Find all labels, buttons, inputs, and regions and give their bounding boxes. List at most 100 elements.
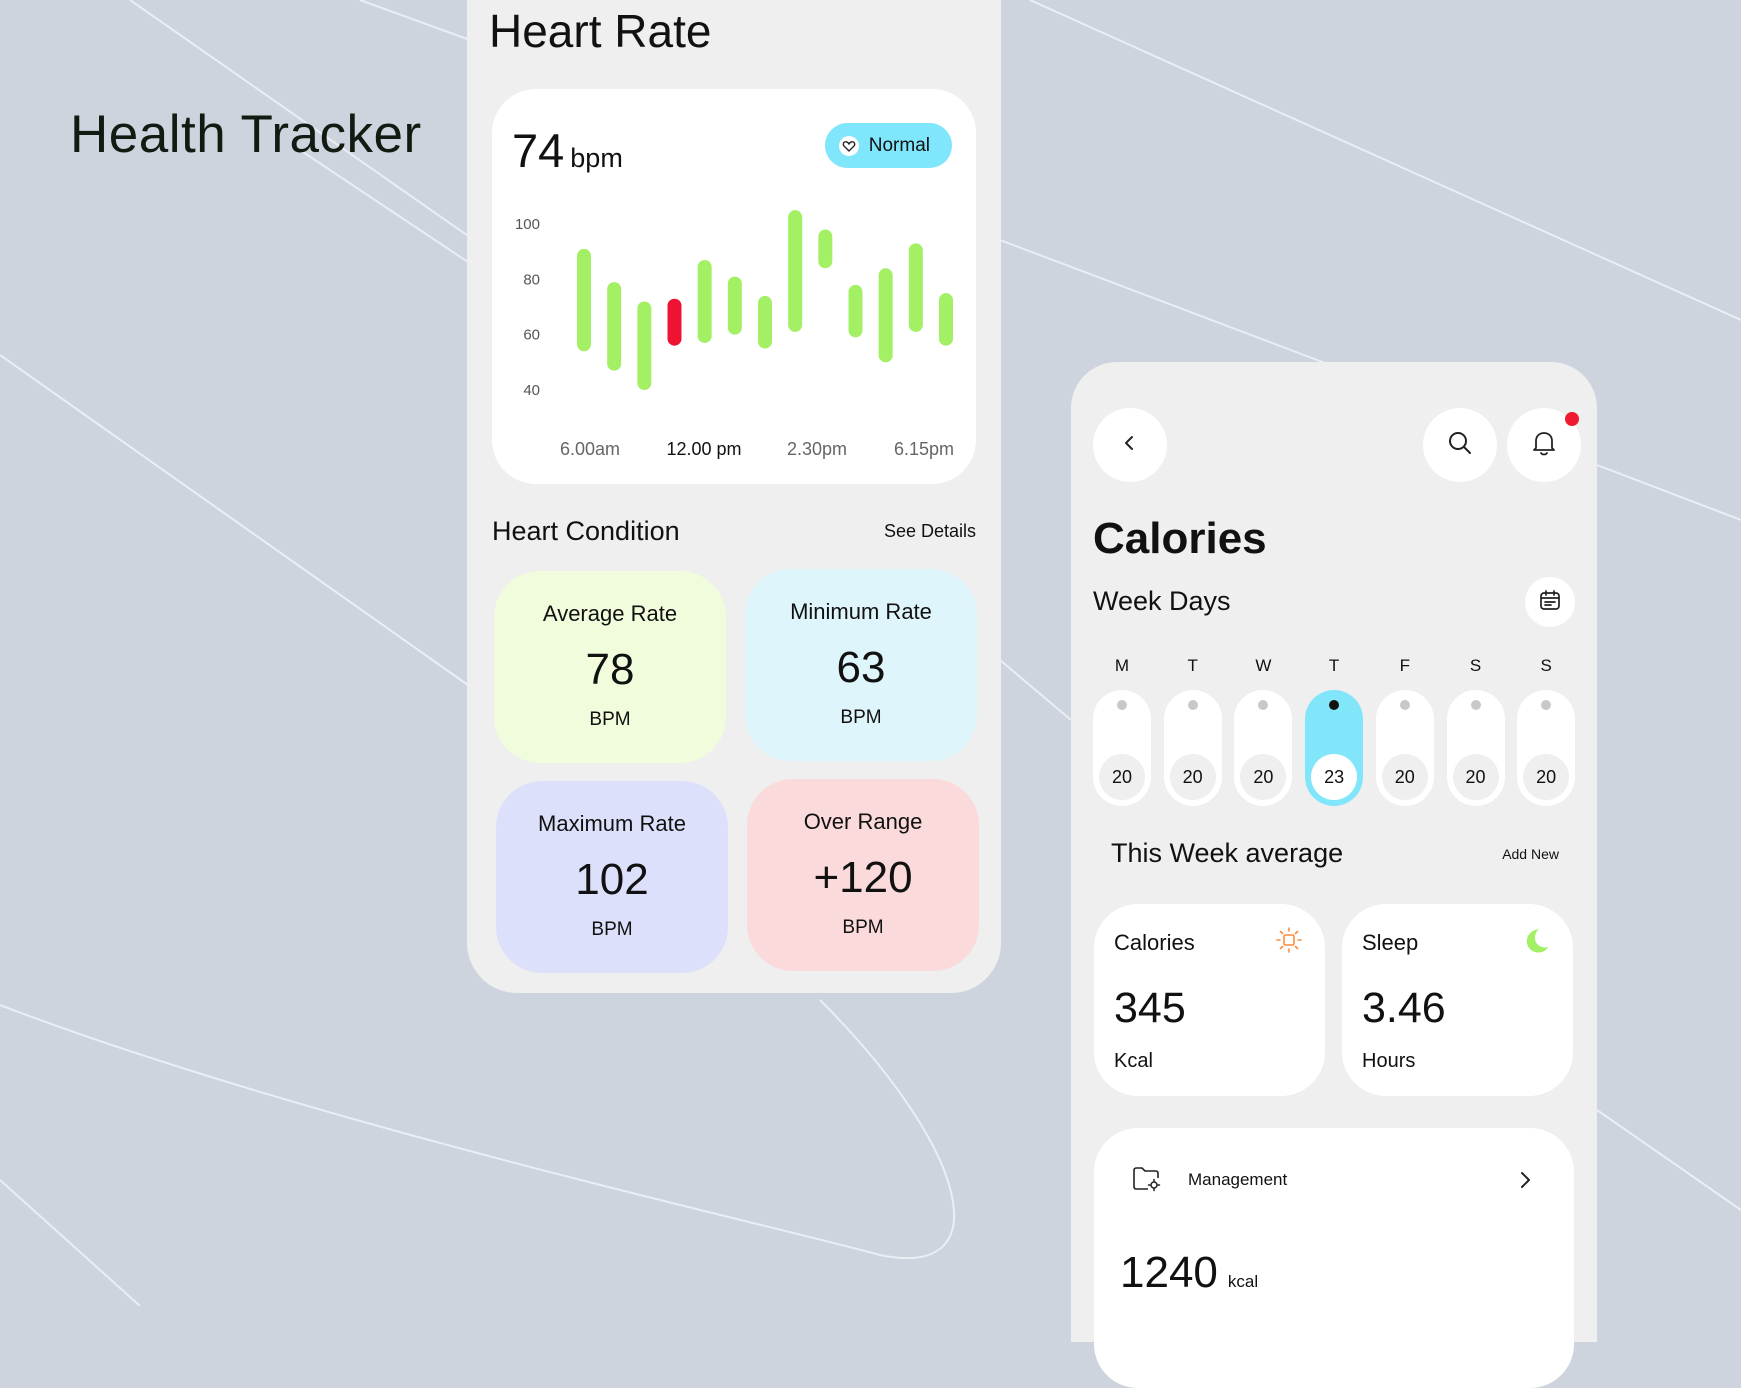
search-icon (1447, 430, 1473, 461)
chart-bar[interactable] (818, 229, 833, 269)
x-tick-label: 12.00 pm (666, 439, 741, 459)
x-tick-label: 2.30pm (787, 439, 847, 459)
heart-shield-icon (838, 135, 859, 156)
day-indicator-dot (1470, 700, 1481, 710)
day-letter: M (1114, 656, 1130, 675)
chart-bar[interactable] (637, 301, 652, 390)
background-lines (0, 0, 1741, 1306)
management-unit: kcal (1227, 1272, 1259, 1291)
day-5[interactable]: S 20 (1446, 656, 1505, 806)
day-0[interactable]: M 20 (1093, 656, 1151, 806)
day-date: 20 (1169, 754, 1216, 800)
stat-unit: BPM (589, 709, 631, 730)
current-bpm: 74 bpm (512, 123, 623, 178)
x-tick-label: 6.15pm (894, 439, 954, 459)
day-3[interactable]: T 23 (1305, 656, 1364, 806)
chart-bar[interactable] (908, 243, 923, 332)
day-6[interactable]: S 20 (1517, 656, 1576, 806)
day-date: 20 (1381, 754, 1428, 800)
y-tick-label: 40 (523, 382, 540, 399)
chevron-right-icon[interactable] (1518, 1170, 1532, 1195)
chart-bar[interactable] (878, 268, 893, 363)
chart-bar[interactable] (667, 298, 682, 346)
y-tick-label: 80 (523, 271, 540, 288)
day-date: 20 (1452, 754, 1499, 800)
calendar-icon (1538, 588, 1562, 617)
chart-bar[interactable] (939, 293, 953, 346)
heart-condition-header: Heart Condition See Details (492, 516, 976, 547)
day-indicator-dot (1541, 700, 1552, 710)
week-average-title: This Week average (1111, 838, 1344, 868)
sleep-card-value: 3.46 (1362, 984, 1446, 1032)
day-letter: F (1399, 656, 1410, 675)
day-2[interactable]: W 20 (1234, 656, 1293, 806)
back-button[interactable] (1093, 408, 1167, 482)
status-badge[interactable]: Normal (824, 123, 952, 168)
search-button[interactable] (1423, 408, 1497, 482)
day-1[interactable]: T 20 (1163, 656, 1222, 806)
stat-unit: BPM (842, 917, 884, 938)
chart-bar[interactable] (848, 284, 863, 338)
chart-bar[interactable] (607, 282, 622, 371)
over-range-card[interactable]: Over Range +120 BPM (747, 779, 979, 971)
day-date: 20 (1523, 754, 1570, 800)
management-card[interactable]: Management 1240 kcal (1094, 1128, 1574, 1388)
day-indicator-dot (1399, 700, 1410, 710)
average-rate-card[interactable]: Average Rate 78 BPM (494, 571, 726, 763)
heart-rate-bar-chart: 100 80 60 40 6.00am 12.00 pm 2.30pm 6.15pm (515, 210, 954, 459)
day-4[interactable]: F 20 (1375, 656, 1434, 806)
minimum-rate-card[interactable]: Minimum Rate 63 BPM (745, 569, 977, 761)
chart-bar[interactable] (697, 259, 712, 343)
calories-card-value: 345 (1114, 984, 1186, 1032)
heart-rate-title: Heart Rate (489, 5, 712, 57)
day-pill[interactable]: 20 (1375, 690, 1434, 806)
chart-bar[interactable] (758, 295, 772, 349)
day-letter: T (1187, 656, 1198, 675)
status-badge-label: Normal (868, 134, 930, 156)
stat-label: Average Rate (542, 601, 678, 626)
stat-label: Over Range (803, 809, 923, 834)
day-pill[interactable]: 20 (1093, 690, 1151, 806)
notification-dot (1565, 412, 1579, 426)
day-pill[interactable]: 20 (1446, 690, 1505, 806)
day-letter: S (1540, 656, 1552, 675)
stat-value: 102 (575, 855, 649, 904)
maximum-rate-card[interactable]: Maximum Rate 102 BPM (496, 781, 728, 973)
day-letter: S (1469, 656, 1482, 675)
sleep-card[interactable]: Sleep 3.46 Hours (1342, 904, 1573, 1096)
week-days-label: Week Days (1093, 586, 1231, 616)
chart-bar[interactable] (727, 276, 742, 335)
calendar-button[interactable] (1525, 577, 1575, 627)
day-date: 20 (1240, 754, 1287, 800)
stat-value: 78 (585, 645, 635, 694)
day-letter: T (1328, 656, 1340, 675)
folder-settings-icon (1132, 1166, 1162, 1197)
moon-icon (1521, 926, 1551, 961)
y-tick-label: 100 (515, 216, 540, 233)
day-indicator-dot (1329, 700, 1340, 710)
day-indicator-dot (1117, 700, 1127, 710)
calories-card[interactable]: Calories 345 Kcal (1094, 904, 1325, 1096)
stat-label: Maximum Rate (538, 811, 686, 836)
day-pill[interactable]: 20 (1517, 690, 1576, 806)
sun-icon (1275, 926, 1303, 959)
management-value-row: 1240 kcal (1120, 1248, 1258, 1298)
heart-condition-title: Heart Condition (492, 516, 680, 546)
calories-title: Calories (1093, 514, 1267, 563)
see-details-link[interactable]: See Details (883, 521, 976, 541)
day-pill[interactable]: 23 (1305, 690, 1364, 806)
chart-bar[interactable] (577, 248, 591, 352)
day-letter: W (1255, 656, 1272, 675)
sleep-card-label: Sleep (1362, 930, 1419, 955)
stat-unit: BPM (840, 707, 882, 728)
chart-bar[interactable] (788, 210, 803, 332)
day-pill[interactable]: 20 (1234, 690, 1293, 806)
notifications-button[interactable] (1507, 408, 1581, 482)
calories-panel: Calories Week Days M 20 T 20 W 20 T 23 F 20 S 20 S 20… (1071, 362, 1597, 1388)
day-pill[interactable]: 20 (1163, 690, 1222, 806)
sleep-card-unit: Hours (1362, 1050, 1416, 1072)
add-new-link[interactable]: Add New (1502, 845, 1559, 862)
calories-card-unit: Kcal (1114, 1050, 1153, 1072)
x-tick-label: 6.00am (560, 439, 620, 459)
day-date: 20 (1099, 754, 1145, 800)
